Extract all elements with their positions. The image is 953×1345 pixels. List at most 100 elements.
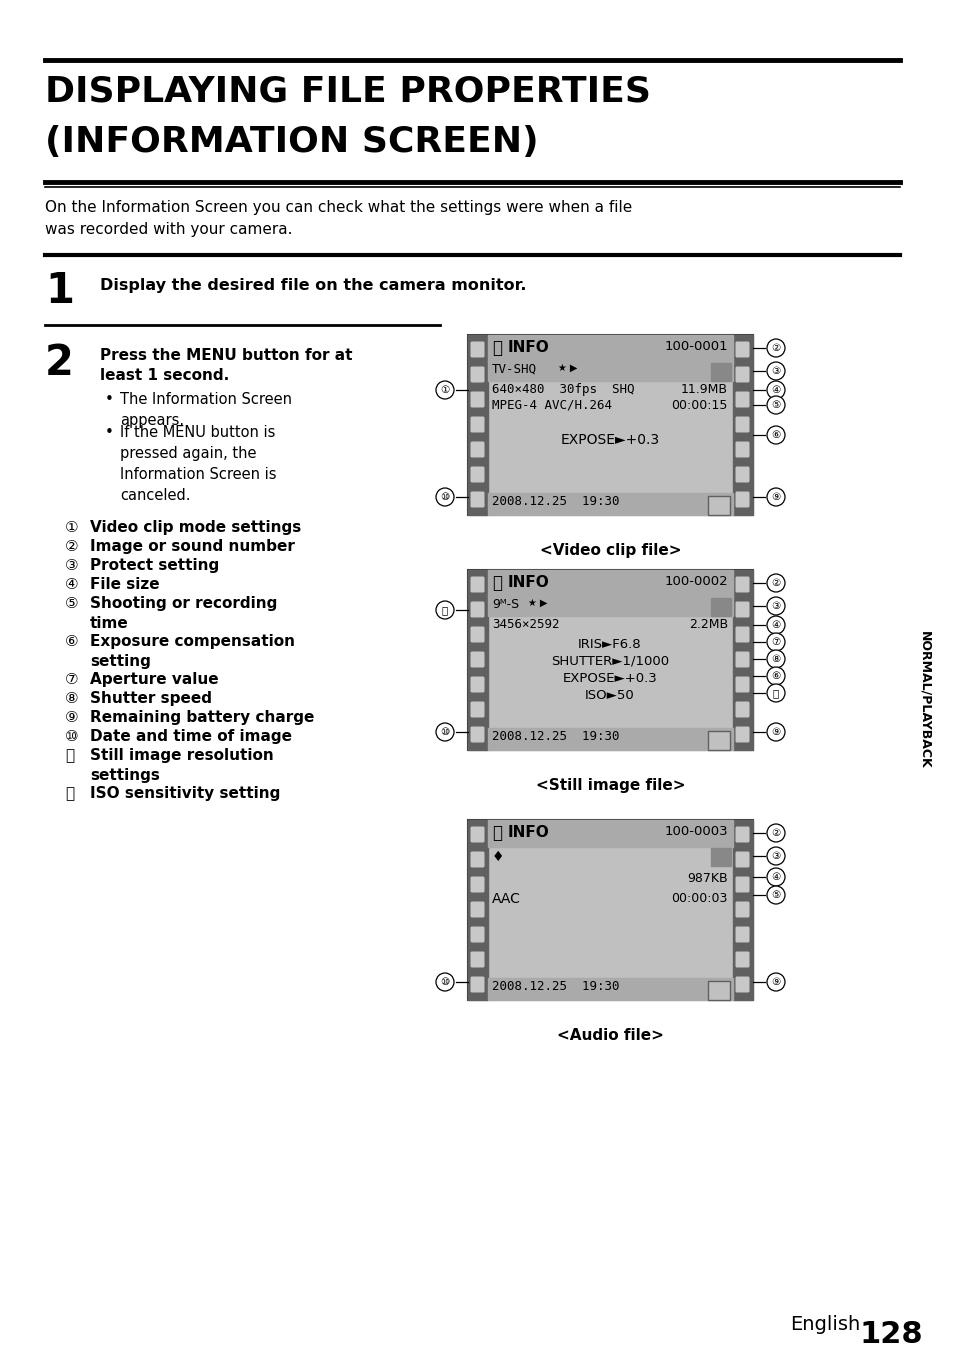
Text: 2008.12.25  19:30: 2008.12.25 19:30 bbox=[492, 981, 618, 993]
Text: ⑪: ⑪ bbox=[65, 748, 74, 763]
FancyBboxPatch shape bbox=[470, 976, 484, 993]
Text: EXPOSE►+0.3: EXPOSE►+0.3 bbox=[559, 433, 659, 447]
FancyBboxPatch shape bbox=[735, 417, 749, 433]
FancyBboxPatch shape bbox=[735, 951, 749, 967]
FancyBboxPatch shape bbox=[735, 366, 749, 382]
Text: ②: ② bbox=[771, 829, 780, 838]
FancyBboxPatch shape bbox=[470, 826, 484, 842]
Text: 3456×2592: 3456×2592 bbox=[492, 617, 558, 631]
Text: ④: ④ bbox=[65, 577, 78, 592]
Text: <Video clip file>: <Video clip file> bbox=[539, 543, 680, 558]
Text: ⑤: ⑤ bbox=[771, 399, 780, 410]
FancyBboxPatch shape bbox=[735, 726, 749, 742]
FancyBboxPatch shape bbox=[470, 467, 484, 483]
Text: 2008.12.25  19:30: 2008.12.25 19:30 bbox=[492, 730, 618, 742]
Text: File size: File size bbox=[90, 577, 159, 592]
Circle shape bbox=[766, 650, 784, 668]
Text: TV-SHQ: TV-SHQ bbox=[492, 363, 537, 377]
Text: 00:00:03: 00:00:03 bbox=[671, 892, 727, 905]
Text: ③: ③ bbox=[65, 558, 78, 573]
Bar bbox=[710, 847, 730, 866]
FancyBboxPatch shape bbox=[735, 877, 749, 893]
Text: ④: ④ bbox=[771, 385, 780, 395]
Bar bbox=[707, 496, 729, 515]
Text: ③: ③ bbox=[771, 366, 780, 377]
Text: ⑨: ⑨ bbox=[771, 976, 780, 987]
Bar bbox=[732, 570, 752, 751]
Text: If the MENU button is
pressed again, the
Information Screen is
canceled.: If the MENU button is pressed again, the… bbox=[120, 425, 276, 503]
FancyBboxPatch shape bbox=[470, 651, 484, 667]
Text: Exposure compensation
setting: Exposure compensation setting bbox=[90, 633, 294, 668]
Circle shape bbox=[766, 381, 784, 399]
Text: ⑩: ⑩ bbox=[440, 976, 449, 987]
Circle shape bbox=[436, 972, 454, 991]
Text: AAC: AAC bbox=[492, 892, 520, 907]
Text: ⑥: ⑥ bbox=[771, 430, 780, 440]
Text: ⑨: ⑨ bbox=[771, 492, 780, 502]
Circle shape bbox=[766, 488, 784, 506]
Text: EXPOSE►+0.3: EXPOSE►+0.3 bbox=[562, 672, 657, 685]
Text: ③: ③ bbox=[771, 601, 780, 611]
FancyBboxPatch shape bbox=[470, 677, 484, 693]
Text: ⑤: ⑤ bbox=[771, 890, 780, 900]
Text: <Still image file>: <Still image file> bbox=[536, 777, 684, 794]
FancyBboxPatch shape bbox=[735, 577, 749, 593]
Bar bbox=[488, 494, 732, 515]
Text: ★ ▶: ★ ▶ bbox=[558, 363, 577, 373]
Text: 100-0002: 100-0002 bbox=[663, 576, 727, 588]
FancyBboxPatch shape bbox=[735, 651, 749, 667]
Text: Remaining battery charge: Remaining battery charge bbox=[90, 710, 314, 725]
Bar bbox=[488, 360, 732, 381]
FancyBboxPatch shape bbox=[470, 441, 484, 457]
Text: ⑦: ⑦ bbox=[65, 672, 78, 687]
Text: ⓘ: ⓘ bbox=[492, 824, 501, 842]
Text: ④: ④ bbox=[771, 872, 780, 882]
Text: Still image resolution
settings: Still image resolution settings bbox=[90, 748, 274, 783]
FancyBboxPatch shape bbox=[735, 826, 749, 842]
Text: ②: ② bbox=[771, 578, 780, 588]
FancyBboxPatch shape bbox=[735, 901, 749, 917]
Circle shape bbox=[766, 616, 784, 633]
Text: ISO sensitivity setting: ISO sensitivity setting bbox=[90, 785, 280, 802]
Text: ⑩: ⑩ bbox=[65, 729, 78, 744]
Text: 640×480  30fps  SHQ: 640×480 30fps SHQ bbox=[492, 383, 634, 395]
Text: INFO: INFO bbox=[507, 340, 549, 355]
Text: 2.2MB: 2.2MB bbox=[688, 617, 727, 631]
Text: 100-0003: 100-0003 bbox=[663, 824, 727, 838]
Text: Display the desired file on the camera monitor.: Display the desired file on the camera m… bbox=[100, 278, 526, 293]
FancyBboxPatch shape bbox=[735, 601, 749, 617]
Bar bbox=[732, 335, 752, 515]
Text: 1: 1 bbox=[45, 270, 74, 312]
FancyBboxPatch shape bbox=[470, 391, 484, 408]
Bar bbox=[710, 363, 730, 381]
Bar bbox=[488, 596, 732, 616]
Circle shape bbox=[766, 847, 784, 865]
Text: ⑩: ⑩ bbox=[440, 728, 449, 737]
Text: ⑪: ⑪ bbox=[441, 605, 448, 615]
Circle shape bbox=[766, 667, 784, 685]
Text: On the Information Screen you can check what the settings were when a file
was r: On the Information Screen you can check … bbox=[45, 200, 632, 237]
Bar bbox=[468, 335, 752, 515]
FancyBboxPatch shape bbox=[735, 976, 749, 993]
Circle shape bbox=[766, 597, 784, 615]
Text: SHUTTER►1/1000: SHUTTER►1/1000 bbox=[551, 655, 668, 668]
FancyBboxPatch shape bbox=[470, 927, 484, 943]
Text: Shutter speed: Shutter speed bbox=[90, 691, 212, 706]
Text: ♦: ♦ bbox=[492, 850, 504, 863]
FancyBboxPatch shape bbox=[470, 726, 484, 742]
Text: INFO: INFO bbox=[507, 576, 549, 590]
Text: (INFORMATION SCREEN): (INFORMATION SCREEN) bbox=[45, 125, 538, 159]
Bar bbox=[488, 978, 732, 999]
Circle shape bbox=[766, 868, 784, 886]
FancyBboxPatch shape bbox=[735, 441, 749, 457]
Text: ⑨: ⑨ bbox=[771, 728, 780, 737]
Text: •: • bbox=[105, 391, 113, 408]
Text: Image or sound number: Image or sound number bbox=[90, 539, 294, 554]
FancyBboxPatch shape bbox=[470, 627, 484, 643]
FancyBboxPatch shape bbox=[470, 417, 484, 433]
Text: 9ᴹ-S: 9ᴹ-S bbox=[492, 599, 518, 611]
Circle shape bbox=[766, 574, 784, 592]
Bar bbox=[710, 599, 730, 616]
FancyBboxPatch shape bbox=[735, 627, 749, 643]
Bar bbox=[707, 981, 729, 999]
